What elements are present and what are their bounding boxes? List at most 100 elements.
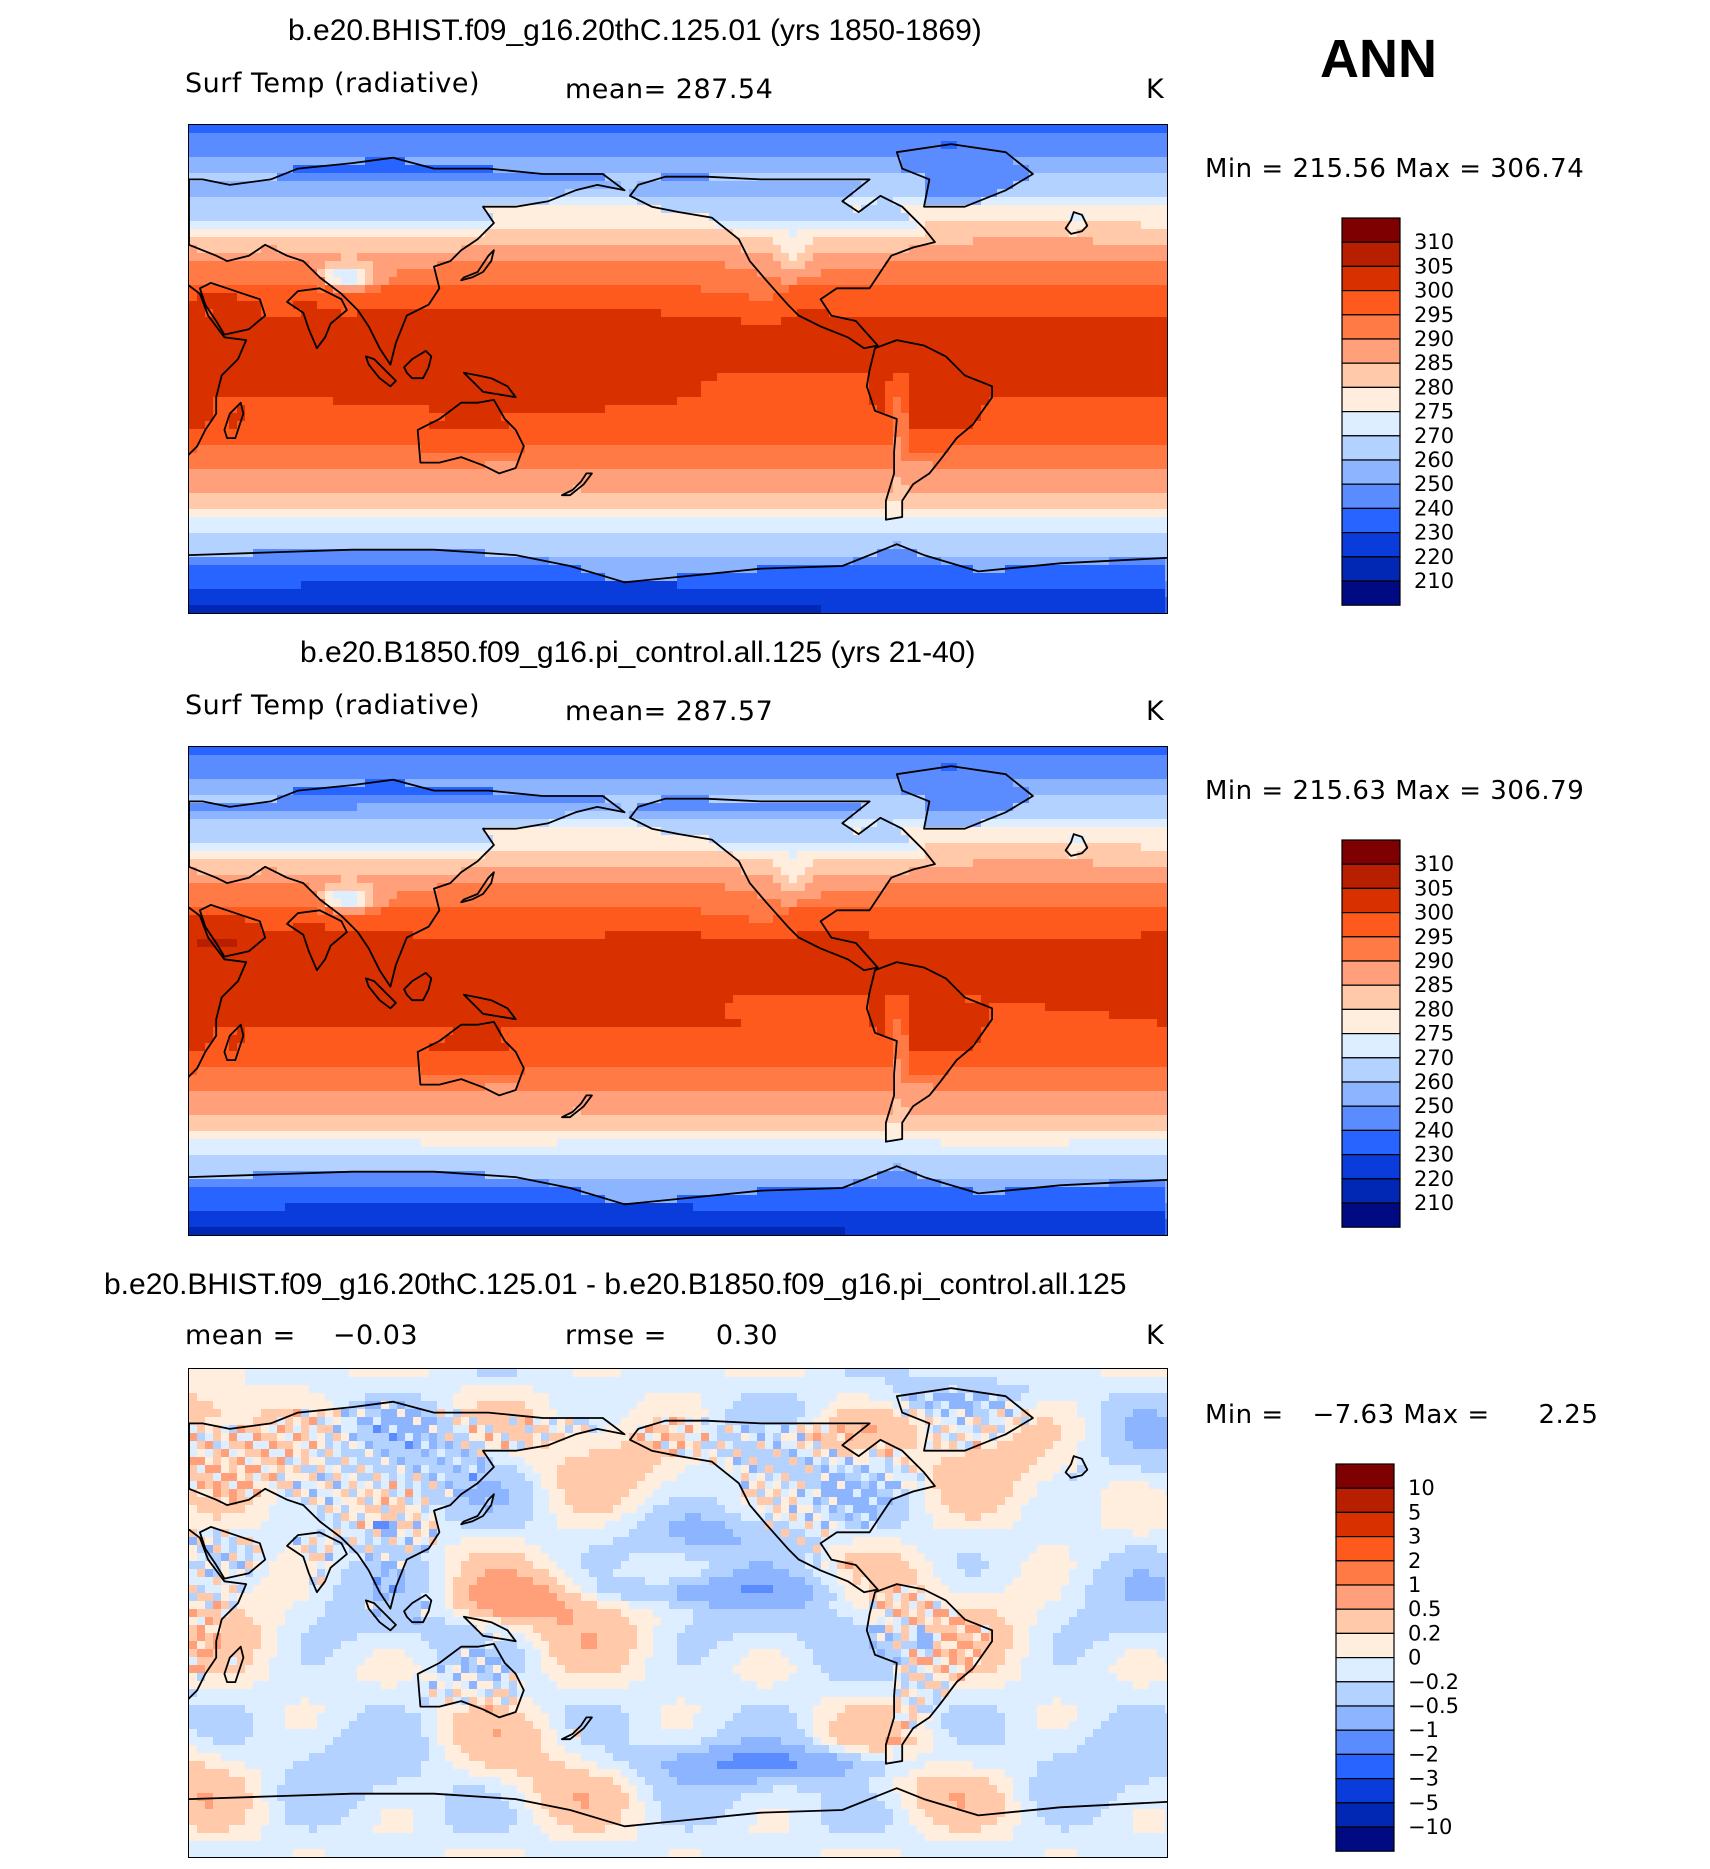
colorbar-swatch (1341, 984, 1401, 1010)
colorbar-level-label: 290 (1414, 327, 1454, 351)
colorbar-level-label: 285 (1414, 973, 1454, 997)
panel-2-max-value: 306.79 (1490, 776, 1584, 806)
panel-1-map (188, 124, 1168, 614)
panel-3-map (188, 1368, 1168, 1858)
panel-1-mean-value: 287.54 (676, 74, 773, 105)
colorbar-level-label: 10 (1408, 1476, 1435, 1500)
panel-3-min-value: −7.63 (1312, 1400, 1394, 1430)
colorbar-swatch (1341, 217, 1401, 243)
panel-2-min-label: Min = (1205, 776, 1284, 806)
panel-1-min-label: Min = (1205, 154, 1284, 184)
panel-3-minmax: Min = −7.63 Max = 2.25 (1205, 1400, 1598, 1430)
colorbar-swatch (1341, 411, 1401, 437)
colorbar-swatch (1335, 1681, 1395, 1707)
colorbar-swatch (1341, 911, 1401, 938)
panel-3-colorbar: 10 5 3 2 1 0.5 0.2 0 −0.2 −0.5 −1 −2 −3 −5 −10 (1335, 1463, 1496, 1854)
colorbar-level-label: 270 (1414, 1046, 1454, 1070)
contour-field (189, 1369, 1167, 1857)
contour-field (189, 125, 1167, 613)
colorbar-swatch (1341, 386, 1401, 413)
colorbar-level-label: 0.2 (1408, 1621, 1441, 1645)
colorbar-swatch (1341, 887, 1401, 914)
contour-field (189, 747, 1167, 1235)
colorbar-level-label: 240 (1414, 496, 1454, 520)
panel-2-colorbar-svg: 3103053002952902852802752702602502402302… (1341, 839, 1454, 1228)
panel-2-mean-label: mean= (565, 696, 667, 727)
colorbar-swatch (1341, 1057, 1401, 1083)
panel-1-units: K (1146, 74, 1164, 105)
colorbar-swatch (1341, 1154, 1401, 1180)
colorbar-level-label: 270 (1414, 424, 1454, 448)
colorbar-level-label: 280 (1414, 997, 1454, 1021)
colorbar-level-label: 230 (1414, 1143, 1454, 1167)
panel-2-mean: mean= 287.57 (565, 696, 773, 727)
colorbar-swatch (1341, 1105, 1401, 1132)
colorbar-swatch (1341, 1033, 1401, 1059)
colorbar-swatch (1341, 1129, 1401, 1156)
panel-1-variable: Surf Temp (radiative) (185, 68, 480, 99)
colorbar-level-label: 260 (1414, 1070, 1454, 1094)
colorbar-level-label: 295 (1414, 303, 1454, 327)
colorbar-swatch (1341, 507, 1401, 534)
panel-1-minmax: Min = 215.56 Max = 306.74 (1205, 154, 1584, 184)
panel-3-mean: mean = −0.03 (185, 1320, 418, 1351)
colorbar-swatch (1341, 863, 1401, 890)
colorbar-swatch (1341, 483, 1401, 510)
panel-1-mean: mean= 287.54 (565, 74, 773, 105)
panel-3-rmse-label: rmse = (565, 1320, 667, 1351)
colorbar-level-label: 305 (1414, 254, 1454, 278)
colorbar-level-label: 3 (1408, 1525, 1421, 1549)
colorbar-level-label: 2 (1408, 1549, 1421, 1573)
colorbar-swatch (1335, 1511, 1395, 1538)
coastlines (189, 765, 1167, 1206)
panel-2-mean-value: 287.57 (676, 696, 773, 727)
colorbar-level-label: −5 (1408, 1791, 1439, 1815)
colorbar-swatch (1341, 459, 1401, 485)
colorbar-level-label: 280 (1414, 375, 1454, 399)
colorbar-swatch (1335, 1560, 1395, 1586)
colorbar-swatch (1335, 1535, 1395, 1562)
panel-3-mean-value: −0.03 (333, 1320, 418, 1351)
colorbar-level-label: 210 (1414, 1191, 1454, 1215)
panel-3-max-label: Max = (1403, 1400, 1489, 1430)
colorbar-swatch (1341, 241, 1401, 268)
panel-1-max-value: 306.74 (1490, 154, 1584, 184)
colorbar-level-label: −0.2 (1408, 1670, 1459, 1694)
panel-1-min-value: 215.56 (1292, 154, 1386, 184)
panel-2-max-label: Max = (1395, 776, 1481, 806)
colorbar-level-label: 305 (1414, 876, 1454, 900)
colorbar-swatch (1341, 265, 1401, 292)
colorbar-level-label: 290 (1414, 949, 1454, 973)
panel-3-min-label: Min = (1205, 1400, 1284, 1430)
colorbar-swatch (1341, 839, 1401, 865)
panel-2-map (188, 746, 1168, 1236)
colorbar-level-label: 260 (1414, 448, 1454, 472)
panel-3-title: b.e20.BHIST.f09_g16.20thC.125.01 - b.e20… (104, 1268, 1126, 1302)
colorbar-level-label: 250 (1414, 472, 1454, 496)
panel-3-max-value: 2.25 (1538, 1400, 1598, 1430)
panel-2-minmax: Min = 215.63 Max = 306.79 (1205, 776, 1584, 806)
panel-2-min-value: 215.63 (1292, 776, 1386, 806)
colorbar-level-label: 295 (1414, 925, 1454, 949)
panel-1-colorbar-svg: 3103053002952902852802752702602502402302… (1341, 217, 1454, 606)
panel-3-units: K (1146, 1320, 1164, 1351)
colorbar-swatch (1335, 1584, 1395, 1610)
colorbar-swatch (1341, 1008, 1401, 1035)
colorbar-level-label: −10 (1408, 1815, 1452, 1839)
colorbar-level-label: 310 (1414, 852, 1454, 876)
colorbar-level-label: 1 (1408, 1573, 1421, 1597)
panel-3-rmse: rmse = 0.30 (565, 1320, 778, 1351)
colorbar-level-label: 285 (1414, 351, 1454, 375)
colorbar-level-label: 250 (1414, 1094, 1454, 1118)
colorbar-level-label: −0.5 (1408, 1694, 1459, 1718)
colorbar-swatch (1335, 1487, 1395, 1514)
colorbar-level-label: 275 (1414, 400, 1454, 424)
colorbar-swatch (1335, 1729, 1395, 1756)
panel-3-map-plot (189, 1369, 1167, 1857)
panel-3-rmse-value: 0.30 (716, 1320, 778, 1351)
panel-1-max-label: Max = (1395, 154, 1481, 184)
colorbar-level-label: 0.5 (1408, 1597, 1441, 1621)
panel-1-map-plot (189, 125, 1167, 613)
colorbar-swatch (1341, 362, 1401, 388)
